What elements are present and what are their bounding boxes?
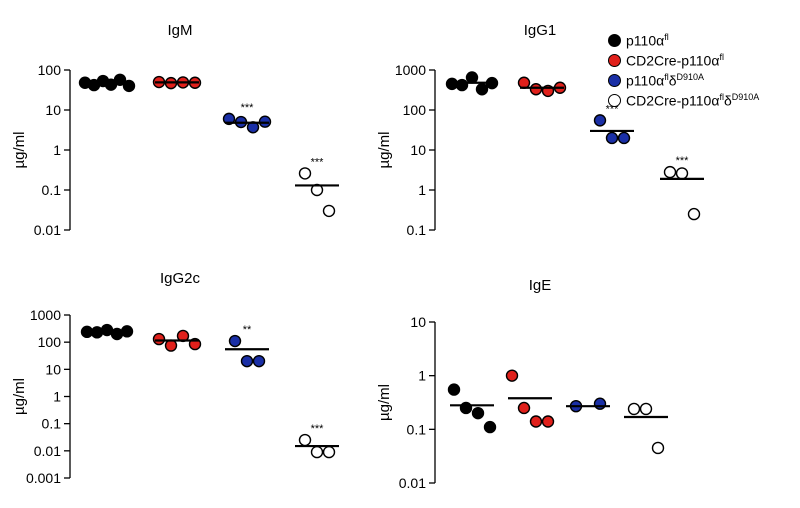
data-point — [639, 402, 653, 416]
data-point — [445, 77, 459, 91]
data-point — [475, 83, 489, 96]
data-point — [298, 433, 312, 447]
y-axis-label: µg/ml — [376, 132, 393, 169]
data-point — [651, 441, 665, 455]
data-point — [228, 334, 242, 348]
y-tick-label: 10 — [45, 102, 61, 118]
chart-title: IgG1 — [524, 22, 557, 39]
data-point — [605, 131, 619, 145]
chart-title: IgE — [529, 277, 552, 294]
legend-marker — [608, 93, 621, 107]
y-tick-label: 0.1 — [407, 421, 427, 437]
data-point — [663, 165, 677, 179]
legend-label: p110αflδD910A — [626, 71, 705, 89]
y-tick-label: 100 — [403, 102, 427, 118]
y-tick-label: 1000 — [395, 62, 426, 78]
y-tick-label: 10 — [410, 314, 426, 330]
y-tick-label: 100 — [38, 334, 62, 350]
data-point — [322, 445, 336, 459]
data-point — [252, 354, 266, 368]
y-tick-label: 0.001 — [26, 470, 61, 486]
data-point — [310, 445, 324, 459]
data-point — [593, 397, 607, 410]
legend-marker — [608, 73, 621, 87]
significance-label: *** — [241, 102, 255, 114]
data-point — [222, 112, 236, 126]
chart-title: IgG2c — [160, 270, 201, 287]
y-tick-label: 10 — [45, 361, 61, 377]
data-point — [529, 415, 543, 428]
data-point — [517, 76, 531, 89]
significance-label: *** — [311, 423, 325, 435]
data-point — [617, 131, 631, 145]
data-point — [465, 71, 479, 84]
data-point — [529, 83, 543, 96]
chart-panel: IgM 0.01 0.1 1 10 100 µg/ml *** *** — [11, 22, 339, 238]
data-point — [505, 369, 519, 382]
chart-panel: IgE 0.01 0.1 1 10 µg/ml — [376, 277, 668, 491]
y-axis-label: µg/ml — [11, 132, 28, 169]
y-tick-label: 0.01 — [399, 475, 426, 491]
data-point — [675, 167, 689, 180]
y-tick-label: 1 — [53, 142, 61, 158]
significance-label: *** — [676, 155, 690, 167]
legend-label: p110αfl — [626, 31, 669, 49]
y-tick-label: 1 — [418, 182, 426, 198]
data-point — [240, 354, 254, 368]
data-point — [471, 406, 485, 420]
data-point — [152, 332, 166, 346]
y-tick-label: 1000 — [30, 307, 61, 323]
significance-label: *** — [311, 156, 325, 168]
data-point — [322, 204, 336, 218]
y-tick-label: 1 — [418, 368, 426, 384]
y-axis-label: µg/ml — [376, 384, 393, 421]
legend-item: CD2Cre-p110αfl — [608, 50, 759, 70]
legend-marker — [608, 33, 621, 47]
data-point — [455, 78, 469, 92]
legend-label: CD2Cre-p110αfl — [626, 51, 724, 69]
y-tick-label: 10 — [410, 142, 426, 158]
legend-marker — [608, 53, 621, 67]
legend-item: p110αfl — [608, 30, 759, 50]
data-point — [447, 383, 461, 396]
data-point — [687, 207, 701, 221]
data-point — [627, 402, 641, 416]
y-tick-label: 1 — [53, 389, 61, 405]
chart-title: IgM — [167, 22, 192, 39]
y-tick-label: 0.1 — [42, 182, 62, 198]
data-point — [110, 327, 124, 341]
y-tick-label: 0.1 — [407, 222, 427, 238]
legend-label: CD2Cre-p110αflδD910A — [626, 91, 760, 109]
data-point — [541, 415, 555, 428]
data-point — [459, 401, 473, 415]
legend: p110αfl CD2Cre-p110αfl p110αflδD910A CD2… — [608, 30, 759, 110]
data-point — [593, 114, 607, 127]
data-point — [164, 339, 178, 352]
legend-item: p110αflδD910A — [608, 70, 759, 90]
y-tick-label: 0.1 — [42, 416, 62, 432]
data-point — [483, 420, 497, 434]
y-tick-label: 0.01 — [34, 443, 61, 459]
significance-label: ** — [243, 324, 252, 336]
data-point — [517, 401, 531, 415]
y-tick-label: 0.01 — [34, 222, 61, 238]
legend-item: CD2Cre-p110αflδD910A — [608, 90, 759, 110]
y-tick-label: 100 — [38, 62, 62, 78]
data-point — [298, 167, 312, 180]
y-axis-label: µg/ml — [11, 378, 28, 415]
